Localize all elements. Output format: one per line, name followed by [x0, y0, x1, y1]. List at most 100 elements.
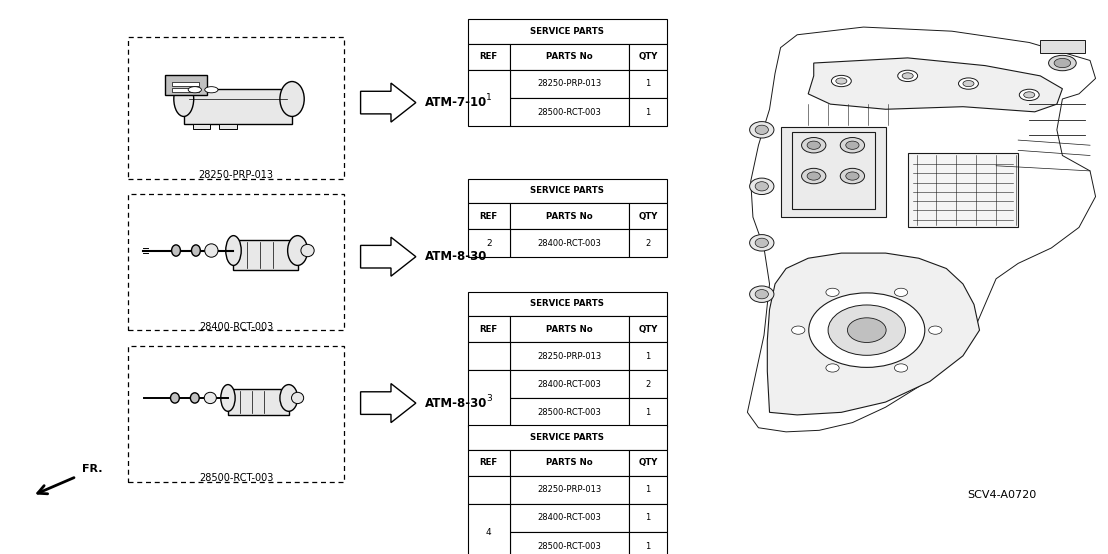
Ellipse shape — [750, 234, 774, 251]
Polygon shape — [360, 383, 416, 423]
Text: 28250-PRP-013: 28250-PRP-013 — [198, 171, 274, 181]
Bar — [468, 44, 510, 70]
Ellipse shape — [894, 364, 907, 372]
Bar — [629, 475, 667, 504]
Ellipse shape — [191, 393, 199, 403]
Text: 28250-PRP-013: 28250-PRP-013 — [537, 485, 602, 494]
Text: 28250-PRP-013: 28250-PRP-013 — [537, 79, 602, 88]
Text: 28400-RCT-003: 28400-RCT-003 — [537, 514, 602, 522]
Text: FR.: FR. — [82, 464, 103, 474]
Ellipse shape — [750, 178, 774, 194]
Bar — [172, 88, 199, 92]
Text: 1: 1 — [645, 107, 650, 116]
Text: 1: 1 — [645, 352, 650, 361]
Bar — [193, 124, 211, 129]
Text: SCV4-A0720: SCV4-A0720 — [967, 490, 1036, 500]
Text: 28250-PRP-013: 28250-PRP-013 — [537, 352, 602, 361]
Ellipse shape — [226, 235, 242, 265]
Ellipse shape — [756, 182, 769, 191]
Ellipse shape — [301, 244, 315, 257]
Bar — [468, 425, 667, 450]
Circle shape — [205, 86, 218, 93]
Bar — [468, 203, 510, 229]
Ellipse shape — [280, 384, 298, 411]
Ellipse shape — [756, 125, 769, 135]
Ellipse shape — [750, 286, 774, 302]
Bar — [629, 203, 667, 229]
Text: 1: 1 — [645, 485, 650, 494]
Bar — [468, 316, 510, 342]
Bar — [629, 450, 667, 475]
Text: 1: 1 — [645, 514, 650, 522]
Ellipse shape — [958, 78, 978, 89]
Text: 2: 2 — [645, 380, 650, 389]
Bar — [468, 450, 510, 475]
Ellipse shape — [809, 293, 925, 367]
Ellipse shape — [174, 81, 194, 116]
Text: 1: 1 — [645, 79, 650, 88]
Text: 2: 2 — [645, 239, 650, 248]
Text: 28500-RCT-003: 28500-RCT-003 — [199, 474, 274, 484]
Bar — [172, 81, 199, 86]
Text: SERVICE PARTS: SERVICE PARTS — [531, 433, 604, 442]
Ellipse shape — [791, 326, 804, 334]
Ellipse shape — [1024, 92, 1035, 98]
Ellipse shape — [1048, 55, 1076, 71]
Ellipse shape — [848, 318, 886, 342]
Bar — [129, 346, 343, 481]
Bar — [1040, 40, 1085, 53]
Bar — [184, 89, 293, 124]
Ellipse shape — [831, 75, 851, 86]
Text: 28500-RCT-003: 28500-RCT-003 — [537, 542, 602, 551]
Ellipse shape — [288, 235, 308, 265]
Bar — [510, 450, 629, 475]
Bar — [129, 194, 343, 330]
Ellipse shape — [204, 392, 216, 404]
Ellipse shape — [750, 121, 774, 138]
Bar — [468, 342, 510, 370]
Text: SERVICE PARTS: SERVICE PARTS — [531, 300, 604, 309]
Text: 28500-RCT-003: 28500-RCT-003 — [537, 408, 602, 417]
Text: SERVICE PARTS: SERVICE PARTS — [531, 27, 604, 36]
Bar — [219, 124, 237, 129]
Text: REF: REF — [480, 325, 497, 334]
Text: SERVICE PARTS: SERVICE PARTS — [531, 187, 604, 196]
Ellipse shape — [835, 78, 847, 84]
Text: 1: 1 — [645, 542, 650, 551]
Text: 4: 4 — [486, 527, 492, 536]
Bar — [510, 532, 629, 554]
Bar — [629, 342, 667, 370]
Ellipse shape — [192, 245, 201, 256]
Bar — [629, 398, 667, 427]
Polygon shape — [360, 83, 416, 122]
Bar — [629, 70, 667, 98]
Text: PARTS No: PARTS No — [546, 458, 593, 467]
Ellipse shape — [902, 73, 913, 79]
Bar — [510, 504, 629, 532]
Text: 2: 2 — [486, 239, 492, 248]
Bar — [510, 44, 629, 70]
Bar — [629, 98, 667, 126]
Ellipse shape — [756, 290, 769, 299]
Bar — [510, 70, 629, 98]
Bar — [468, 504, 510, 554]
Text: ATM-8-30: ATM-8-30 — [424, 250, 488, 263]
Polygon shape — [360, 237, 416, 276]
Text: 1: 1 — [486, 94, 492, 102]
Circle shape — [188, 86, 202, 93]
Text: ATM-7-10: ATM-7-10 — [424, 96, 486, 109]
Text: QTY: QTY — [638, 212, 658, 220]
Bar — [510, 98, 629, 126]
Ellipse shape — [963, 80, 974, 86]
Bar — [468, 475, 510, 504]
Text: QTY: QTY — [638, 325, 658, 334]
Ellipse shape — [845, 172, 859, 180]
Ellipse shape — [807, 141, 820, 150]
Ellipse shape — [807, 172, 820, 180]
Bar — [629, 504, 667, 532]
Text: 3: 3 — [486, 394, 492, 403]
Ellipse shape — [220, 384, 235, 411]
Ellipse shape — [929, 326, 942, 334]
Text: PARTS No: PARTS No — [546, 53, 593, 61]
Text: 28400-RCT-003: 28400-RCT-003 — [537, 380, 602, 389]
